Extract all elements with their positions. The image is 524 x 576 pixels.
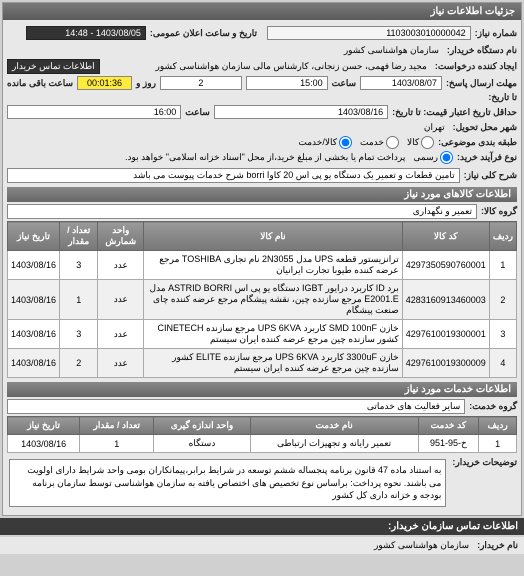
table-header: ردیف	[489, 222, 516, 251]
goods-type-label: طبقه بندی موضوعی:	[438, 137, 517, 148]
radio-full-input[interactable]	[440, 151, 453, 164]
goods-group: تعمیر و نگهداری	[7, 204, 477, 219]
days-label: روز و	[136, 78, 156, 89]
deadline-label: مهلت ارسال پاسخ:	[446, 78, 517, 89]
time-remain: 00:01:36	[77, 76, 132, 90]
delivery-city-label: شهر محل تحویل:	[453, 122, 517, 133]
time-label-1: ساعت	[332, 78, 357, 89]
until-label: تا تاریخ:	[488, 92, 517, 103]
table-header: تعداد / مقدار	[80, 417, 154, 435]
buyer-org-label: نام دستگاه خریدار:	[447, 45, 517, 56]
panel-title: جزئیات اطلاعات نیاز	[3, 3, 521, 20]
footer-contact: اطلاعات تماس سازمان خریدار:	[0, 518, 524, 535]
buyer-notes-label: توضیحات خریدار:	[452, 457, 517, 468]
radio-service[interactable]: خدمت	[360, 136, 399, 149]
table-header: کد کالا	[402, 222, 489, 251]
service-group-label: گروه خدمت:	[469, 401, 517, 412]
radio-both-input[interactable]	[339, 136, 352, 149]
table-header: تعداد / مقدار	[60, 222, 98, 251]
buyer-notes: به استناد ماده 47 قانون برنامه پنجساله ش…	[9, 459, 446, 507]
table-header: واحد شمارش	[98, 222, 144, 251]
table-row: 14297350590760001ترانزیستور قطعه UPS مدل…	[8, 251, 517, 280]
table-header: کد خدمت	[418, 417, 479, 435]
request-no-label: شماره نیاز:	[475, 28, 517, 39]
radio-goods-input[interactable]	[421, 136, 434, 149]
footer-org-label: نام خریدار:	[477, 540, 518, 551]
table-header: واحد اندازه گیری	[154, 417, 250, 435]
table-row: 34297610019300001خازن SMD 100nF کاربرد U…	[8, 320, 517, 349]
deadline-time: 15:00	[246, 76, 328, 90]
footer-contact-title: اطلاعات تماس سازمان خریدار:	[388, 521, 518, 532]
remain-label: ساعت باقی مانده	[7, 78, 73, 89]
table-row: 1خ-95-951تعمیر رایانه و تجهیزات ارتباطید…	[8, 435, 517, 453]
price-validity-date: 1403/08/16	[214, 105, 388, 119]
contact-link[interactable]: اطلاعات تماس خریدار	[7, 59, 100, 74]
delivery-city: تهران	[420, 121, 449, 134]
buyer-org: سازمان هواشناسی کشور	[340, 44, 443, 57]
announce-value: 1403/08/05 - 14:48	[26, 26, 146, 40]
goods-table: ردیفکد کالانام کالاواحد شمارشتعداد / مقد…	[7, 221, 517, 378]
goods-type-radio-group: کالا خدمت کالا/خدمت	[298, 136, 434, 149]
footer-org-value: سازمان هواشناسی کشور	[370, 539, 473, 552]
days-remain: 2	[160, 76, 242, 90]
request-no: 1103003010000042	[267, 26, 471, 40]
goods-group-label: گروه کالا:	[481, 206, 517, 217]
announce-label: تاریخ و ساعت اعلان عمومی:	[150, 28, 257, 39]
services-section-header: اطلاعات خدمات مورد نیاز	[7, 382, 517, 397]
radio-both[interactable]: کالا/خدمت	[298, 136, 352, 149]
main-panel: جزئیات اطلاعات نیاز شماره نیاز: 11030030…	[2, 2, 522, 516]
need-title-label: شرح کلی نیاز:	[464, 170, 517, 181]
radio-service-input[interactable]	[386, 136, 399, 149]
need-title: تامین قطعات و تعمیر یک دستگاه یو پی اس 2…	[7, 168, 460, 183]
table-header: تاریخ نیاز	[8, 417, 80, 435]
goods-section-header: اطلاعات کالاهای مورد نیاز	[7, 187, 517, 202]
buy-note: پرداخت تمام یا بخشی از مبلغ خرید،از محل …	[7, 151, 409, 164]
form-area: شماره نیاز: 1103003010000042 تاریخ و ساع…	[3, 20, 521, 515]
radio-goods[interactable]: کالا	[407, 136, 434, 149]
time-label-2: ساعت	[185, 107, 210, 118]
table-row: 44297610019300009خازن 3300uF کاربرد UPS …	[8, 349, 517, 378]
price-validity-time: 16:00	[7, 105, 181, 119]
price-validity-label: حداقل تاریخ اعتبار قیمت: تا تاریخ:	[392, 107, 517, 118]
creator-value: مجید رضا فهمی، حسن زنجانی، کارشناس مالی …	[104, 60, 431, 73]
table-header: نام خدمت	[250, 417, 418, 435]
radio-full[interactable]: رسمی	[413, 151, 453, 164]
table-row: 24283160913460003برد ID کاربرد درایور IG…	[8, 280, 517, 320]
table-header: ردیف	[479, 417, 517, 435]
creator-label: ایجاد کننده درخواست:	[435, 61, 517, 72]
deadline-date: 1403/08/07	[360, 76, 442, 90]
table-header: نام کالا	[144, 222, 403, 251]
service-group: سایر فعالیت های خدماتی	[7, 399, 465, 414]
buy-type-label: نوع فرآیند خرید:	[457, 152, 517, 163]
table-header: تاریخ نیاز	[8, 222, 60, 251]
services-table: ردیفکد خدمتنام خدمتواحد اندازه گیریتعداد…	[7, 416, 517, 453]
